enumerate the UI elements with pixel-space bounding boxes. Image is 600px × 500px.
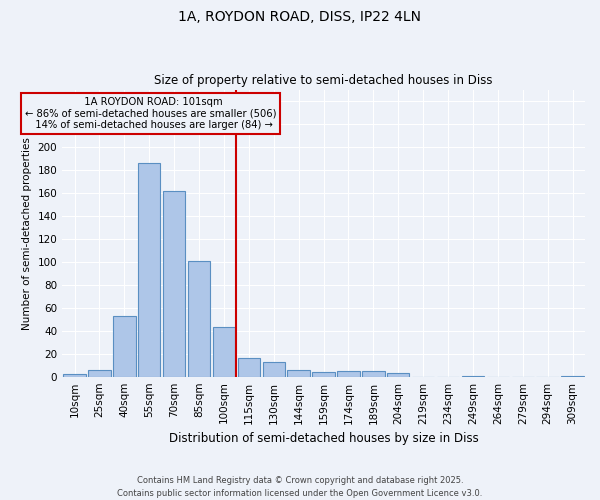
Bar bbox=[88, 370, 110, 376]
Bar bbox=[188, 260, 210, 376]
Bar bbox=[337, 371, 359, 376]
Text: 1A, ROYDON ROAD, DISS, IP22 4LN: 1A, ROYDON ROAD, DISS, IP22 4LN bbox=[179, 10, 421, 24]
Text: Contains HM Land Registry data © Crown copyright and database right 2025.
Contai: Contains HM Land Registry data © Crown c… bbox=[118, 476, 482, 498]
Bar bbox=[213, 328, 235, 376]
Bar bbox=[263, 362, 285, 376]
Bar bbox=[138, 163, 160, 376]
Text: 1A ROYDON ROAD: 101sqm
← 86% of semi-detached houses are smaller (506)
  14% of : 1A ROYDON ROAD: 101sqm ← 86% of semi-det… bbox=[25, 97, 276, 130]
Title: Size of property relative to semi-detached houses in Diss: Size of property relative to semi-detach… bbox=[154, 74, 493, 87]
X-axis label: Distribution of semi-detached houses by size in Diss: Distribution of semi-detached houses by … bbox=[169, 432, 478, 445]
Bar bbox=[313, 372, 335, 376]
Bar bbox=[113, 316, 136, 376]
Bar bbox=[238, 358, 260, 376]
Y-axis label: Number of semi-detached properties: Number of semi-detached properties bbox=[22, 136, 32, 330]
Bar bbox=[362, 371, 385, 376]
Bar bbox=[64, 374, 86, 376]
Bar bbox=[387, 373, 409, 376]
Bar bbox=[287, 370, 310, 376]
Bar bbox=[163, 190, 185, 376]
